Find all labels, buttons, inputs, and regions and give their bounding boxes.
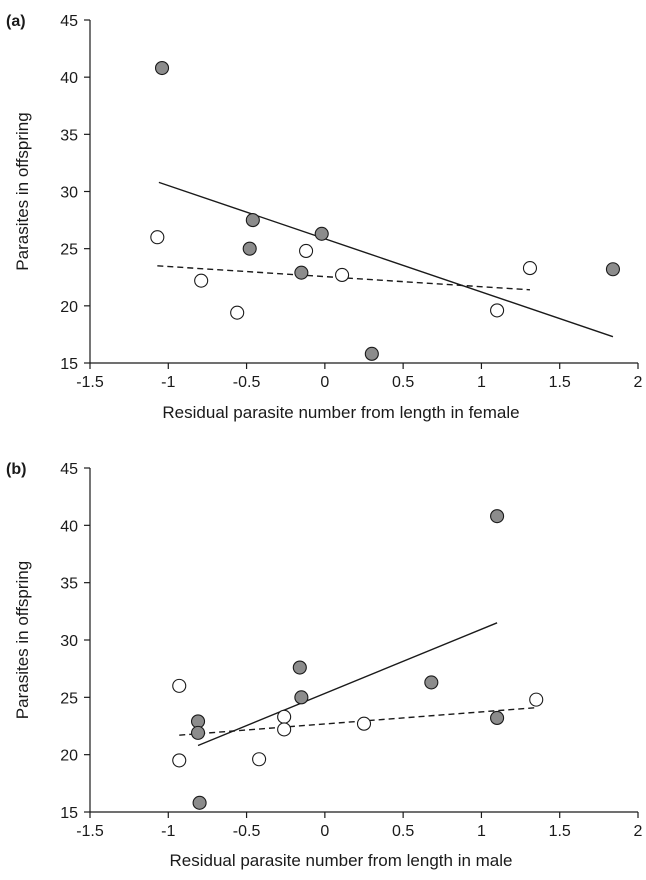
filled-data-point (294, 265, 309, 280)
y-axis-title: Parasites in offspring (13, 561, 32, 719)
y-tick-label: 25 (60, 690, 78, 707)
open-data-point (335, 267, 350, 283)
y-tick-label: 20 (60, 299, 78, 316)
y-tick-label: 25 (60, 242, 78, 259)
panel-a: (a) 15 20 25 30 35 40 45 -1.5 -1 -0.5 0 0.5 1 1.5 2 Resi… (6, 13, 643, 422)
filled-data-point (490, 710, 505, 726)
filled-data-point (314, 226, 329, 241)
y-tick-label: 45 (60, 461, 78, 478)
filled-data-point (292, 660, 307, 675)
x-tick-label: 1.5 (549, 823, 571, 840)
x-tick-label: -1.5 (76, 823, 104, 840)
x-tick-label: 1 (477, 823, 486, 840)
open-data-point (172, 753, 187, 768)
x-tick-label: -1.5 (76, 374, 104, 391)
x-tick-label: 0.5 (392, 374, 414, 391)
filled-data-point (490, 509, 505, 524)
filled-data-point (364, 346, 379, 361)
x-tick-label: 2 (634, 823, 643, 840)
dashed-trend-line (157, 265, 531, 291)
filled-data-point (190, 725, 206, 740)
solid-trend-line (197, 622, 498, 747)
y-tick-label: 15 (60, 356, 78, 373)
open-data-point (522, 261, 538, 276)
filled-data-point (242, 241, 257, 256)
y-tick-label: 20 (60, 748, 78, 765)
y-tick-label: 45 (60, 13, 78, 30)
filled-data-point (192, 795, 207, 810)
x-tick-label: 2 (634, 374, 643, 391)
open-data-point (194, 273, 209, 288)
y-tick-label: 35 (60, 576, 78, 593)
open-data-point (150, 230, 165, 245)
y-tick-label: 40 (60, 70, 78, 87)
open-data-point (356, 716, 372, 731)
y-tick-label: 30 (60, 633, 78, 650)
panel-label: (b) (6, 461, 26, 478)
x-tick-label: 0 (320, 374, 329, 391)
y-tick-label: 30 (60, 185, 78, 202)
open-data-point (299, 243, 314, 259)
x-axis-title: Residual parasite number from length in … (162, 403, 519, 422)
x-tick-label: 1.5 (549, 374, 571, 391)
filled-data-point (245, 213, 260, 228)
y-tick-label: 40 (60, 518, 78, 535)
filled-data-point (605, 262, 620, 277)
panel-label: (a) (6, 13, 26, 30)
x-tick-label: 0 (320, 823, 329, 840)
filled-data-point (424, 675, 439, 690)
x-tick-label: 1 (477, 374, 486, 391)
x-tick-label: -0.5 (233, 823, 261, 840)
open-data-point (490, 303, 505, 318)
open-data-point (529, 692, 544, 707)
filled-data-point (294, 690, 309, 705)
open-data-point (172, 678, 187, 693)
x-axis-title: Residual parasite number from length in … (169, 851, 512, 870)
x-tick-label: 0.5 (392, 823, 414, 840)
x-tick-label: -1 (161, 823, 175, 840)
open-data-point (252, 752, 267, 767)
filled-data-point (154, 60, 170, 76)
x-tick-label: -0.5 (233, 374, 261, 391)
y-tick-label: 15 (60, 805, 78, 822)
y-axis-title: Parasites in offspring (13, 112, 32, 270)
solid-trend-line (158, 181, 614, 338)
open-data-point (230, 305, 245, 320)
open-data-point (277, 722, 292, 737)
y-tick-label: 35 (60, 127, 78, 144)
x-tick-label: -1 (161, 374, 175, 391)
open-data-point (277, 709, 292, 724)
panel-b: (b) 15 20 25 30 35 40 45 -1.5 -1 -0.5 0 0.5 1 1.5 2 Resi… (6, 461, 643, 870)
